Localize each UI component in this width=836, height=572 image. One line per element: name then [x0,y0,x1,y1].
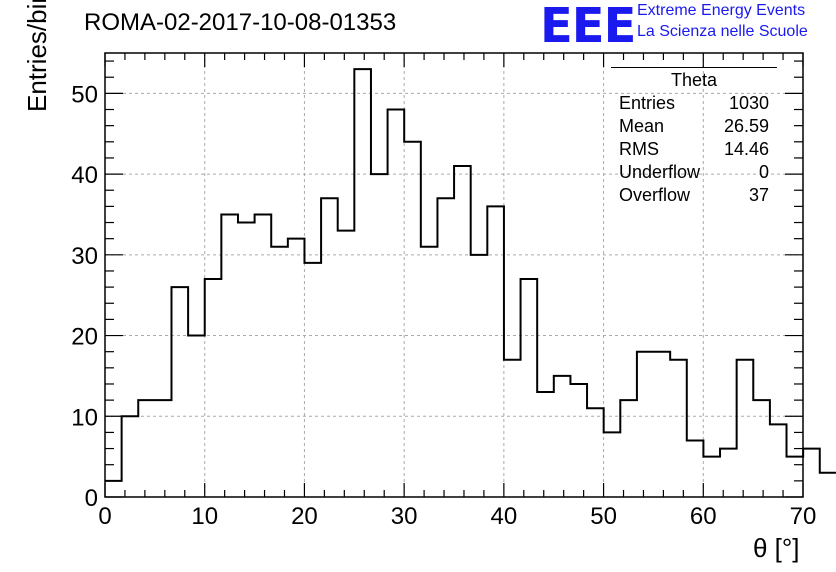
stats-label: Entries [619,93,676,113]
y-tick-label: 50 [71,81,98,108]
x-tick-label: 0 [98,503,111,530]
stats-row-rms: RMS 14.46 [611,138,777,161]
x-tick-label: 20 [291,503,318,530]
x-tick-label: 70 [790,503,817,530]
stats-row-underflow: Underflow 0 [611,161,777,184]
stats-value: 26.59 [723,116,769,136]
y-tick-label: 30 [71,243,98,270]
y-tick-label: 40 [71,162,98,189]
run-title: ROMA-02-2017-10-08-01353 [84,9,397,36]
stats-box: Theta Entries 1030 Mean 26.59 RMS 14.46 … [611,67,777,207]
x-tick-label: 30 [391,503,418,530]
axis-ticks [104,53,804,498]
stats-value: 37 [748,185,769,205]
stats-row-entries: Entries 1030 [611,92,777,115]
tick-labels: 0 10 20 30 40 50 60 70 0 10 20 30 40 50 [71,81,816,530]
stats-label: Overflow [619,185,691,205]
x-tick-label: 10 [191,503,218,530]
stats-label: RMS [619,139,659,159]
stats-row-mean: Mean 26.59 [611,115,777,138]
y-tick-label: 0 [85,485,98,512]
stats-value: 0 [758,162,769,182]
y-tick-label: 10 [71,404,98,431]
eee-logo: EEE [540,0,636,54]
eee-tagline-2: La Scienza nelle Scuole [637,23,808,40]
eee-tagline-1: Extreme Energy Events [637,2,806,19]
plot-frame [104,52,804,498]
stats-value: 14.46 [723,139,769,159]
x-tick-label: 40 [491,503,518,530]
stats-title: Theta [611,67,777,92]
x-tick-label: 50 [590,503,617,530]
stats-value: 1030 [728,93,769,113]
stats-label: Underflow [619,162,701,182]
x-axis-label: θ [°] [753,533,800,563]
x-tick-label: 60 [690,503,717,530]
y-axis-label: Entries/bin [22,0,52,112]
stats-row-overflow: Overflow 37 [611,184,777,207]
histogram-outline [105,68,836,482]
stats-label: Mean [619,116,665,136]
y-tick-label: 20 [71,324,98,351]
